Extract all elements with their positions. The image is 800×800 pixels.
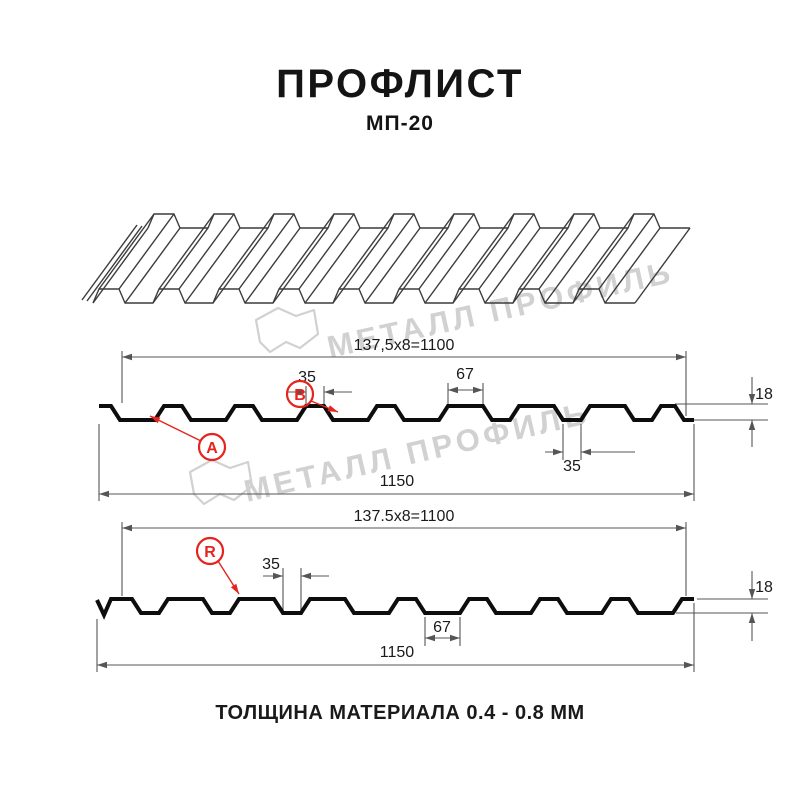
profile-sheet-3d-view bbox=[81, 213, 691, 304]
dim-label-total-width: 1150 bbox=[380, 473, 415, 490]
cross-section-top: 137,5x8=1100 35 67 18 35 1150 A B bbox=[98, 337, 773, 501]
watermark-text: МЕТАЛЛ ПРОФИЛЬ bbox=[241, 395, 594, 509]
dim-label-pitch-bottom: 137.5x8=1100 bbox=[354, 508, 455, 525]
side-a-label: A bbox=[206, 440, 218, 457]
dim-label-rib-base: 67 bbox=[456, 366, 474, 383]
side-b-marker bbox=[285, 379, 315, 409]
metall-profil-logo-icon bbox=[254, 306, 320, 354]
side-a-marker bbox=[197, 432, 227, 462]
side-r-label: R bbox=[204, 544, 216, 561]
dim-label-valley-bottom: 35 bbox=[262, 556, 280, 573]
side-r-marker bbox=[195, 536, 225, 566]
watermark-lower: МЕТАЛЛ ПРОФИЛЬ bbox=[188, 395, 594, 509]
dim-label-valley: 35 bbox=[563, 458, 581, 475]
cross-section-bottom: 137.5x8=1100 35 67 18 1150 R bbox=[95, 508, 773, 672]
page-subtitle: МП-20 bbox=[366, 112, 434, 135]
dim-label-pan: 67 bbox=[433, 619, 451, 636]
dim-label-total-width-bottom: 1150 bbox=[380, 644, 415, 661]
watermark-upper: МЕТАЛЛ ПРОФИЛЬ bbox=[254, 254, 677, 365]
dim-label-height-bottom: 18 bbox=[755, 579, 773, 596]
metall-profil-logo-icon bbox=[188, 458, 254, 506]
material-thickness-note: ТОЛЩИНА МАТЕРИАЛА 0.4 - 0.8 ММ bbox=[215, 702, 585, 724]
side-b-label: B bbox=[294, 387, 306, 404]
dim-label-pitch-top: 137,5x8=1100 bbox=[354, 337, 455, 354]
dim-label-height: 18 bbox=[755, 386, 773, 403]
page-title: ПРОФЛИСТ bbox=[276, 62, 524, 106]
